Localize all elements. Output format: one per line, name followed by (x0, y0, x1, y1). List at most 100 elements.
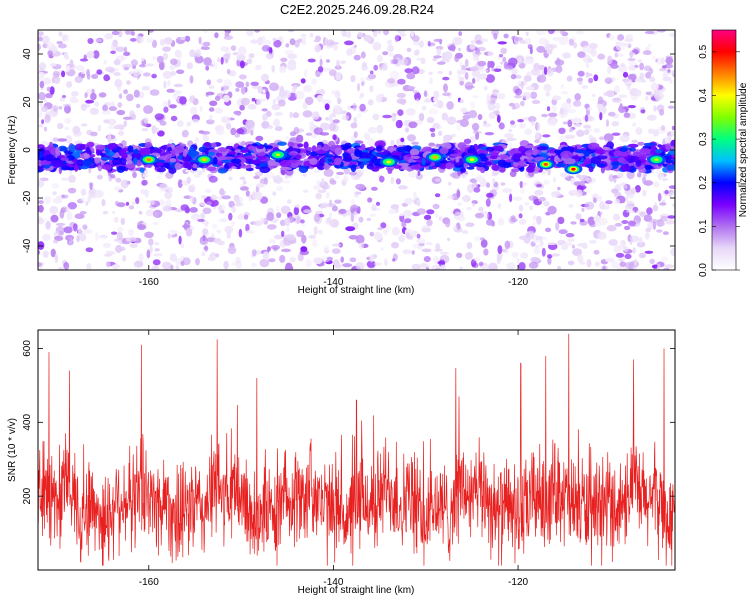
spectrogram-cell (571, 156, 583, 160)
spectrogram-cell (221, 195, 231, 200)
spectrogram-cell (373, 64, 379, 71)
spectrogram-cell (129, 243, 138, 248)
spectrogram-cell (256, 183, 265, 188)
spectrogram-cell (86, 92, 92, 96)
spectrogram-cell (366, 217, 371, 222)
spectrogram-cell (473, 187, 481, 193)
spectrogram-cell (481, 265, 489, 270)
spectrogram-cell (284, 217, 291, 226)
spectrogram-cell (145, 37, 154, 44)
colorbar: 0.0 0.1 0.2 0.3 0.4 0.5 Normalized spectral a… (698, 29, 749, 277)
spectrogram-cell (190, 183, 195, 188)
spectrogram-cell (285, 43, 290, 48)
spectrogram-cell (332, 119, 340, 124)
spectrogram-cell (86, 263, 92, 270)
spectrogram-cell (526, 166, 535, 173)
spectrogram-cell (608, 34, 615, 41)
spectrogram-cell (67, 187, 77, 194)
spectrogram-cell (391, 241, 399, 249)
spectrogram-cell (518, 146, 526, 152)
spectrogram-cell (548, 112, 558, 118)
spectrogram-cell (558, 127, 566, 134)
spectrogram-cell (297, 38, 303, 43)
spectrogram-cell (528, 261, 539, 269)
spectrogram-cell (390, 177, 395, 184)
spectrogram-cell (220, 56, 224, 65)
spectrogram-cell (470, 40, 477, 44)
spectrogram-cell (250, 262, 257, 268)
spectrogram-cell (294, 154, 302, 160)
spectrogram-cell (261, 73, 269, 82)
spectrogram-cell (593, 197, 597, 204)
spectrogram-cell (625, 261, 634, 270)
spectrogram-cell (95, 148, 101, 156)
spectrogram-cell (497, 203, 501, 209)
spectrogram-cell (457, 47, 462, 52)
spectrogram-cell (45, 220, 51, 230)
spectrogram-cell (482, 123, 492, 128)
spectrogram-cell (667, 69, 671, 73)
spectrogram-cell (132, 157, 138, 165)
spectrogram-cell (320, 202, 324, 210)
spectrogram-cell (203, 245, 209, 252)
spectrogram-cell (123, 89, 128, 95)
spectrogram-cell (423, 98, 432, 103)
spectrogram-cell (432, 122, 440, 129)
spectrogram-cell (565, 233, 575, 238)
spectrogram-cell (638, 168, 647, 173)
spectrogram-cell (353, 211, 358, 219)
spectrogram-cell (380, 247, 384, 252)
spectrogram-cell (89, 154, 96, 158)
spectrogram-cell (123, 46, 128, 53)
spectrogram-cell (162, 46, 172, 52)
spectrogram-cell (254, 191, 263, 201)
spectrogram-cell (226, 231, 231, 240)
spectrogram-cell (637, 172, 642, 178)
spectrogram-cell (436, 100, 444, 109)
spectrogram-cell (585, 71, 590, 78)
spectrogram-cell (111, 160, 121, 164)
spectrogram-cell (504, 159, 514, 163)
spectrogram-cell (610, 63, 619, 69)
spectrogram-cell (184, 35, 191, 42)
spectrogram-cell (311, 78, 318, 85)
spectrogram-cell (461, 229, 469, 234)
spectrogram-cell (257, 85, 263, 94)
spectrogram-cell (443, 51, 453, 61)
spectrogram-cell (181, 155, 192, 162)
spectrogram-cell (390, 139, 395, 147)
spectrogram-cell (81, 123, 88, 127)
spectrogram-cell (107, 134, 112, 143)
spectrogram-cell (578, 81, 583, 85)
spectrogram-cell (268, 258, 276, 263)
spectrogram-cell (410, 30, 415, 38)
spectrogram-cell (154, 248, 160, 252)
spectrogram-cell (168, 139, 175, 144)
spectrogram-cell (671, 125, 675, 131)
spectrogram-hot-spot (571, 167, 576, 171)
spectrogram-cell (49, 62, 57, 67)
spectrogram-cell (90, 92, 97, 101)
spectrogram-cell (469, 145, 475, 153)
spectrogram-cell (502, 56, 507, 63)
spectrogram-cell (217, 168, 228, 174)
spectrogram-cell (114, 216, 119, 223)
spectrogram-cell (376, 145, 383, 152)
spectrogram-cell (416, 238, 426, 244)
spectrogram-cell (636, 210, 641, 214)
spectrogram-cell (272, 37, 277, 42)
spectrogram-cell (536, 122, 541, 131)
spectrogram-cell (321, 157, 326, 164)
spectrogram-cell (42, 77, 52, 85)
spectrogram-cell (397, 78, 406, 85)
spectrogram-cell (236, 54, 246, 62)
spectrogram-cell (617, 151, 629, 157)
spectrogram-cell (176, 120, 184, 127)
spectrogram-cell (182, 150, 188, 157)
spectrogram-cell (485, 146, 495, 152)
spectrogram-cell (159, 38, 165, 46)
spectrogram-cell (343, 175, 349, 183)
spectrogram-cell (398, 32, 407, 37)
spectrogram-cell (227, 146, 233, 150)
spectrogram-cell (307, 58, 316, 63)
